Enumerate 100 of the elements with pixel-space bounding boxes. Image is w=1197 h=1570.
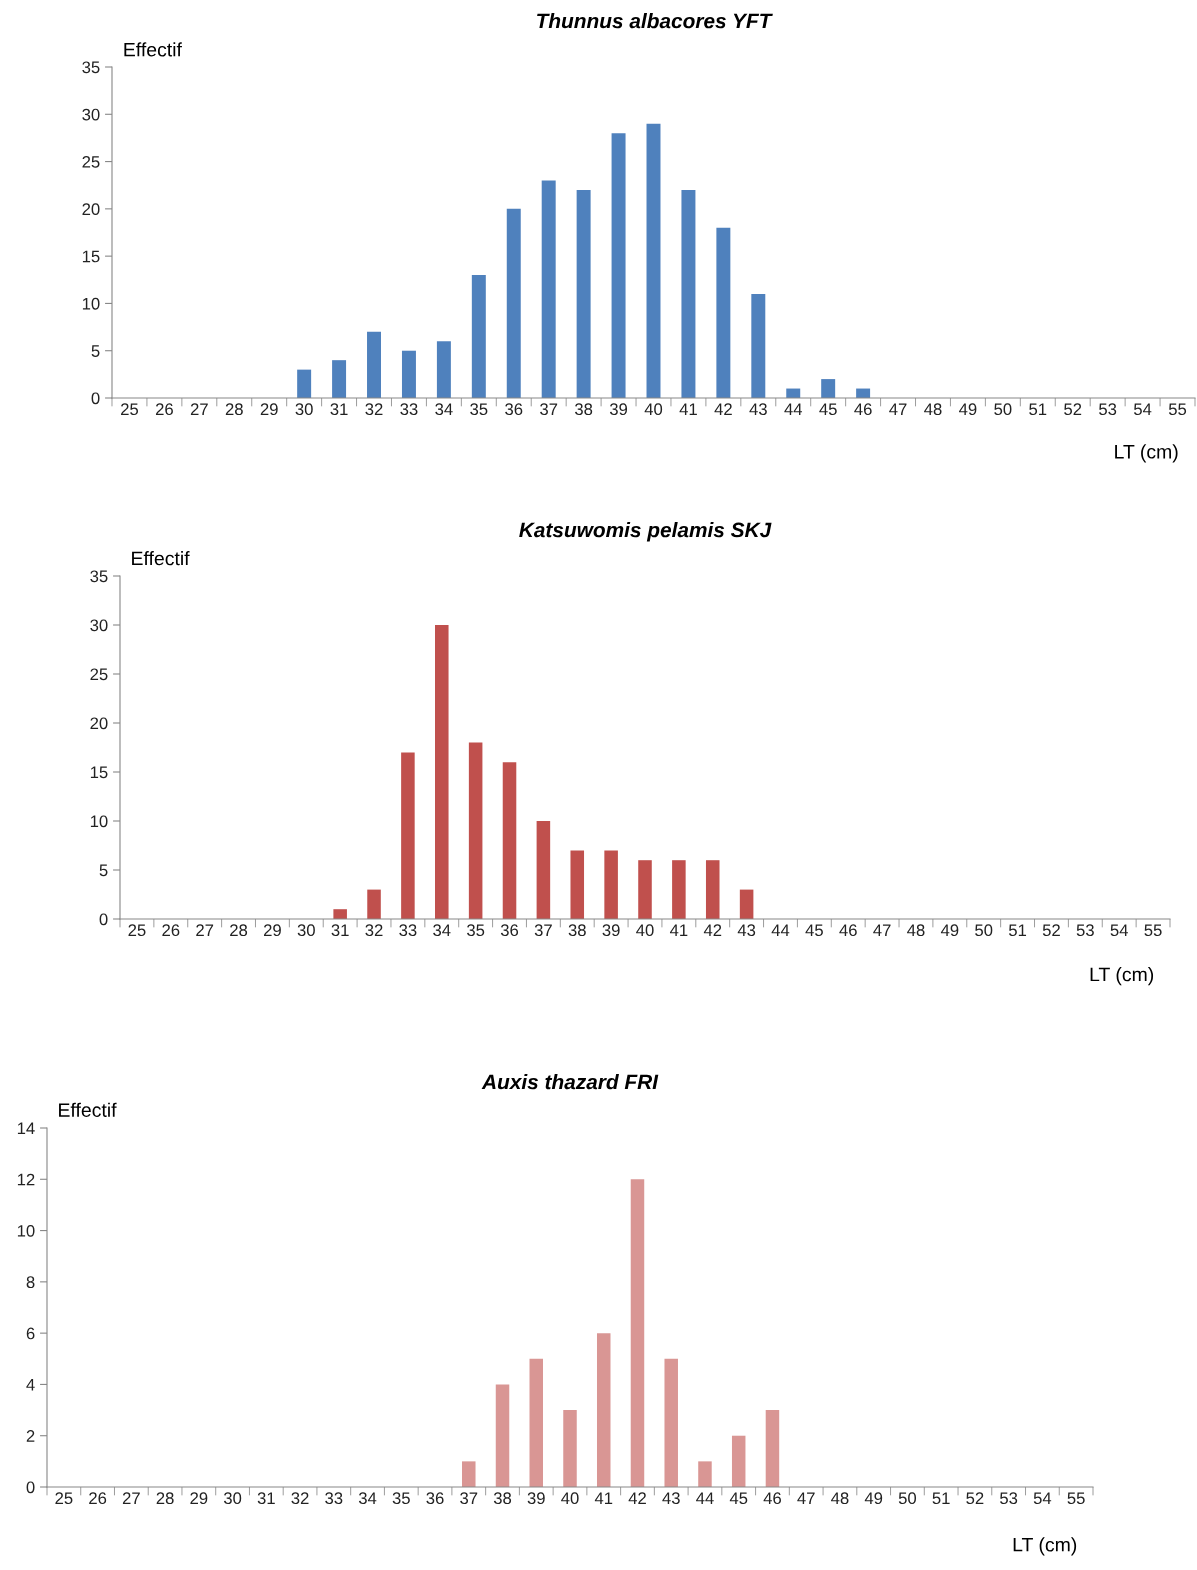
x-tick-label: 49 — [940, 924, 959, 937]
x-tick-label: 34 — [435, 403, 453, 416]
x-tick-label: 44 — [771, 924, 790, 936]
x-tick-label: 34 — [358, 1492, 377, 1505]
x-tick-label: 29 — [190, 1492, 208, 1505]
x-tick-label: 54 — [1033, 1492, 1052, 1505]
y-tick-label: 15 — [90, 766, 108, 779]
x-tick-label: 54 — [1110, 924, 1128, 937]
x-tick-label: 30 — [297, 924, 315, 937]
y-tick-label: 14 — [17, 1122, 35, 1135]
x-tick-label: 26 — [162, 924, 180, 937]
bar — [630, 1179, 645, 1487]
bar — [646, 123, 661, 398]
bar — [570, 850, 585, 919]
bar — [468, 742, 483, 919]
x-tick-label: 51 — [932, 1492, 950, 1505]
y-tick-label: 20 — [82, 203, 100, 216]
y-tick-label: 5 — [99, 864, 108, 877]
x-tick-label: 28 — [156, 1492, 174, 1505]
x-tick-label: 47 — [797, 1492, 815, 1504]
x-tick-label: 49 — [864, 1492, 883, 1505]
x-tick-label: 27 — [122, 1492, 140, 1504]
x-tick-label: 37 — [534, 924, 552, 937]
y-tick-label: 0 — [99, 913, 108, 926]
x-tick-label: 25 — [121, 403, 139, 416]
chart-title: Thunnus albacores YFT — [537, 13, 773, 29]
y-tick-label: 30 — [90, 619, 108, 632]
x-tick-label: 48 — [924, 403, 942, 416]
bar — [698, 1461, 712, 1487]
x-tick-label: 43 — [737, 924, 756, 937]
x-tick-label: 44 — [696, 1492, 714, 1504]
x-tick-label: 53 — [1000, 1492, 1018, 1505]
bar — [664, 1358, 678, 1487]
bar — [739, 889, 754, 919]
bar — [672, 860, 686, 919]
y-axis-title: Effectif — [132, 551, 190, 566]
x-tick-label: 54 — [1134, 403, 1152, 416]
x-tick-label: 55 — [1144, 924, 1162, 937]
bar — [297, 369, 312, 398]
x-tick-label: 26 — [155, 403, 173, 416]
x-tick-label: 40 — [561, 1492, 579, 1505]
bar — [471, 275, 486, 398]
y-tick-label: 5 — [91, 345, 100, 357]
x-tick-label: 28 — [230, 924, 248, 937]
bar — [563, 1410, 577, 1487]
x-tick-label: 47 — [873, 924, 891, 936]
bar — [401, 350, 416, 398]
x-tick-label: 40 — [644, 403, 663, 416]
x-tick-label: 42 — [714, 403, 732, 415]
x-tick-label: 36 — [500, 924, 519, 937]
bar — [576, 189, 591, 398]
x-tick-label: 33 — [400, 403, 418, 416]
x-tick-label: 41 — [679, 403, 697, 415]
x-tick-label: 52 — [1064, 403, 1082, 416]
bar — [681, 189, 696, 398]
x-tick-label: 43 — [662, 1492, 680, 1505]
x-tick-label: 25 — [55, 1492, 73, 1505]
x-tick-label: 29 — [260, 403, 278, 416]
x-tick-label: 46 — [854, 403, 872, 416]
x-tick-label: 31 — [331, 924, 349, 937]
x-tick-label: 41 — [594, 1492, 613, 1504]
bar — [611, 133, 626, 398]
x-tick-label: 37 — [540, 403, 558, 416]
x-tick-label: 32 — [365, 924, 383, 937]
x-axis-title: LT (cm) — [1013, 1537, 1077, 1556]
y-tick-label: 2 — [26, 1430, 35, 1442]
bar — [495, 1384, 510, 1487]
x-tick-label: 50 — [994, 403, 1012, 416]
x-tick-label: 36 — [505, 403, 523, 416]
bar — [502, 762, 517, 919]
x-tick-label: 27 — [190, 403, 208, 415]
x-tick-label: 49 — [959, 403, 977, 416]
x-tick-label: 35 — [392, 1492, 410, 1505]
x-tick-label: 32 — [291, 1492, 309, 1505]
x-tick-label: 29 — [263, 924, 281, 937]
x-tick-label: 44 — [784, 403, 803, 415]
x-tick-label: 50 — [975, 924, 993, 937]
bar — [731, 1435, 746, 1487]
x-tick-label: 32 — [365, 403, 383, 416]
x-tick-label: 47 — [889, 403, 907, 415]
bar — [332, 360, 347, 398]
bar — [638, 860, 652, 919]
x-tick-label: 45 — [805, 924, 823, 937]
x-tick-label: 39 — [602, 924, 620, 937]
y-tick-label: 15 — [82, 250, 100, 263]
x-tick-label: 38 — [493, 1492, 512, 1505]
x-tick-label: 31 — [330, 403, 348, 416]
y-tick-label: 10 — [17, 1224, 35, 1237]
x-tick-label: 51 — [1008, 924, 1027, 937]
x-tick-label: 28 — [225, 403, 243, 416]
y-tick-label: 0 — [26, 1481, 35, 1494]
x-tick-label: 45 — [819, 403, 837, 416]
x-tick-label: 45 — [729, 1492, 748, 1505]
x-tick-label: 41 — [669, 924, 688, 936]
y-tick-label: 25 — [82, 155, 100, 168]
x-tick-label: 55 — [1168, 403, 1187, 416]
bar — [541, 180, 556, 398]
x-tick-label: 26 — [89, 1492, 107, 1505]
x-tick-label: 38 — [568, 924, 586, 937]
bar — [435, 625, 449, 919]
